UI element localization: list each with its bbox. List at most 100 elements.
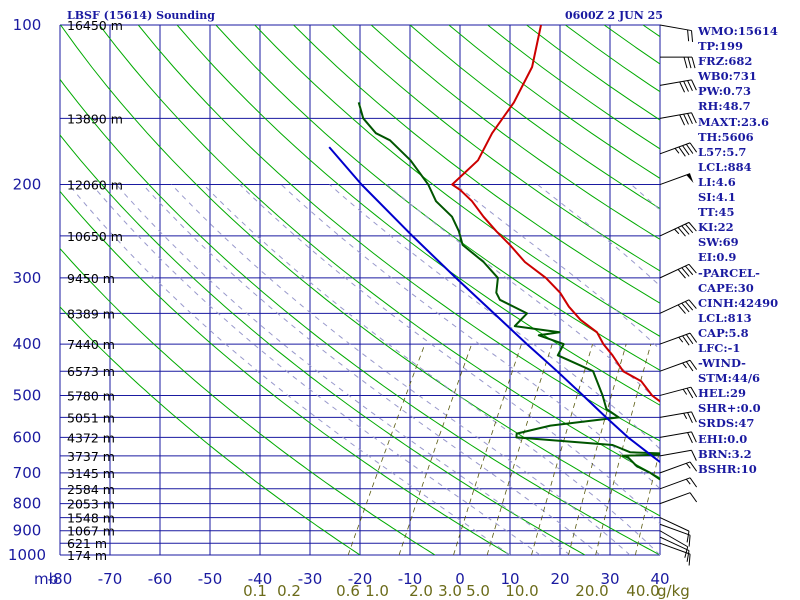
moist-adiabat-line	[203, 184, 660, 555]
wind-barb-full	[687, 57, 692, 69]
wind-barb	[659, 530, 689, 558]
temperature-tick-label: -30	[298, 570, 323, 588]
wind-barb	[659, 386, 698, 399]
height-label: 7440 m	[67, 337, 115, 352]
pressure-tick-label: 800	[13, 495, 42, 513]
wind-barb-half	[674, 148, 680, 154]
wind-barb-full	[691, 30, 694, 42]
moist-adiabat-line	[116, 184, 571, 555]
wind-barb	[659, 24, 694, 42]
index-row: LI:4.6	[698, 174, 736, 189]
dry-adiabat-line	[215, 25, 660, 371]
wind-barb-half	[683, 412, 688, 420]
wind-barb-full	[679, 114, 686, 126]
wind-barb	[659, 542, 691, 566]
height-label: 13890 m	[67, 111, 123, 126]
moist-adiabat-line	[329, 184, 660, 450]
mixing-ratio-line	[635, 448, 660, 555]
height-label: 1067 m	[67, 524, 115, 539]
height-label: 8389 m	[67, 306, 115, 321]
mixing-ratio-tick-label: 0.6	[336, 582, 360, 600]
wind-barb	[659, 517, 690, 543]
wind-barb	[659, 492, 698, 505]
wind-barb-full	[683, 81, 689, 92]
wind-barb-full	[684, 546, 689, 558]
wind-barb-full	[687, 113, 693, 124]
temperature-tick-label: 40	[650, 570, 669, 588]
wind-barb	[659, 431, 697, 444]
wind-barb	[659, 359, 698, 372]
index-row: SW:69	[698, 235, 739, 250]
wind-barb	[659, 112, 697, 126]
index-row: BRN:3.2	[698, 446, 752, 461]
height-label: 5780 m	[67, 388, 115, 403]
moist-adiabat-line	[386, 184, 660, 404]
dry-adiabat-line	[60, 25, 660, 517]
height-label: 16450 m	[67, 18, 123, 33]
moist-adiabat-line	[239, 184, 660, 525]
wind-barb-staff	[659, 530, 688, 548]
index-row: EHI:0.0	[698, 431, 748, 446]
pressure-tick-label: 200	[13, 176, 42, 194]
height-label: 5051 m	[67, 410, 115, 425]
wind-barb-full	[684, 301, 694, 311]
wind-barb	[659, 523, 691, 547]
temperature-tick-label: -60	[148, 570, 173, 588]
height-label: 3145 m	[67, 466, 115, 481]
temperature-tick-label: -80	[48, 570, 73, 588]
wind-barb-full	[678, 146, 686, 157]
pressure-tick-label: 600	[13, 428, 42, 446]
pressure-tick-label: 900	[13, 522, 42, 540]
wind-barb-staff	[659, 332, 691, 345]
wind-barb-full	[685, 361, 694, 372]
height-label: 1548 m	[67, 511, 115, 526]
index-row: -WIND-	[698, 356, 746, 371]
wind-barb-full	[691, 57, 696, 69]
index-row: KI:22	[698, 220, 734, 235]
wind-barb-staff	[659, 173, 691, 186]
height-label: 4372 m	[67, 430, 115, 445]
wind-barb-full	[687, 29, 690, 42]
temperature-tick-label: 0	[455, 570, 465, 588]
index-row: WMO:15614	[698, 24, 778, 38]
wind-barb-full	[686, 531, 690, 543]
index-row: TH:5606	[698, 129, 754, 144]
moist-adiabat-line	[68, 184, 511, 555]
wind-barb-half	[674, 228, 680, 235]
pressure-tick-label: 400	[13, 335, 42, 353]
wind-barb	[659, 221, 697, 237]
wind-barb-full	[684, 223, 694, 234]
wind-barb-full	[688, 535, 691, 547]
dry-adiabat-line	[370, 25, 660, 240]
wind-barb	[659, 142, 698, 157]
wind-barb-staff	[659, 517, 690, 532]
wind-barb	[659, 299, 697, 314]
height-label: 2053 m	[67, 497, 115, 512]
wind-barb-staff	[659, 477, 691, 490]
index-row: EI:0.9	[698, 250, 737, 265]
wind-barb-half	[685, 463, 691, 469]
mixing-ratio-line	[531, 343, 593, 555]
wind-barb	[659, 536, 690, 562]
wind-barb-staff	[659, 79, 692, 86]
wind-barb-staff	[659, 449, 692, 457]
pressure-tick-label: 700	[13, 464, 42, 482]
index-row: SRDS:47	[698, 416, 755, 431]
wind-barb-staff	[659, 523, 691, 536]
temperature-tick-label: 10	[500, 570, 519, 588]
wind-barb-full	[681, 225, 690, 235]
height-label: 12060 m	[67, 178, 123, 193]
wind-barb-full	[688, 222, 697, 232]
pressure-tick-label: 1000	[8, 546, 46, 564]
pressure-tick-label: 100	[13, 16, 42, 34]
index-row: PW:0.73	[698, 84, 752, 99]
wind-barb-staff	[659, 112, 692, 119]
wind-barb	[659, 263, 697, 279]
dry-adiabat-line	[60, 247, 436, 555]
temperature-tick-label: 30	[600, 570, 619, 588]
index-row: WB0:731	[698, 69, 757, 84]
wind-barb-full	[685, 334, 694, 345]
wind-barb-staff	[659, 221, 690, 237]
